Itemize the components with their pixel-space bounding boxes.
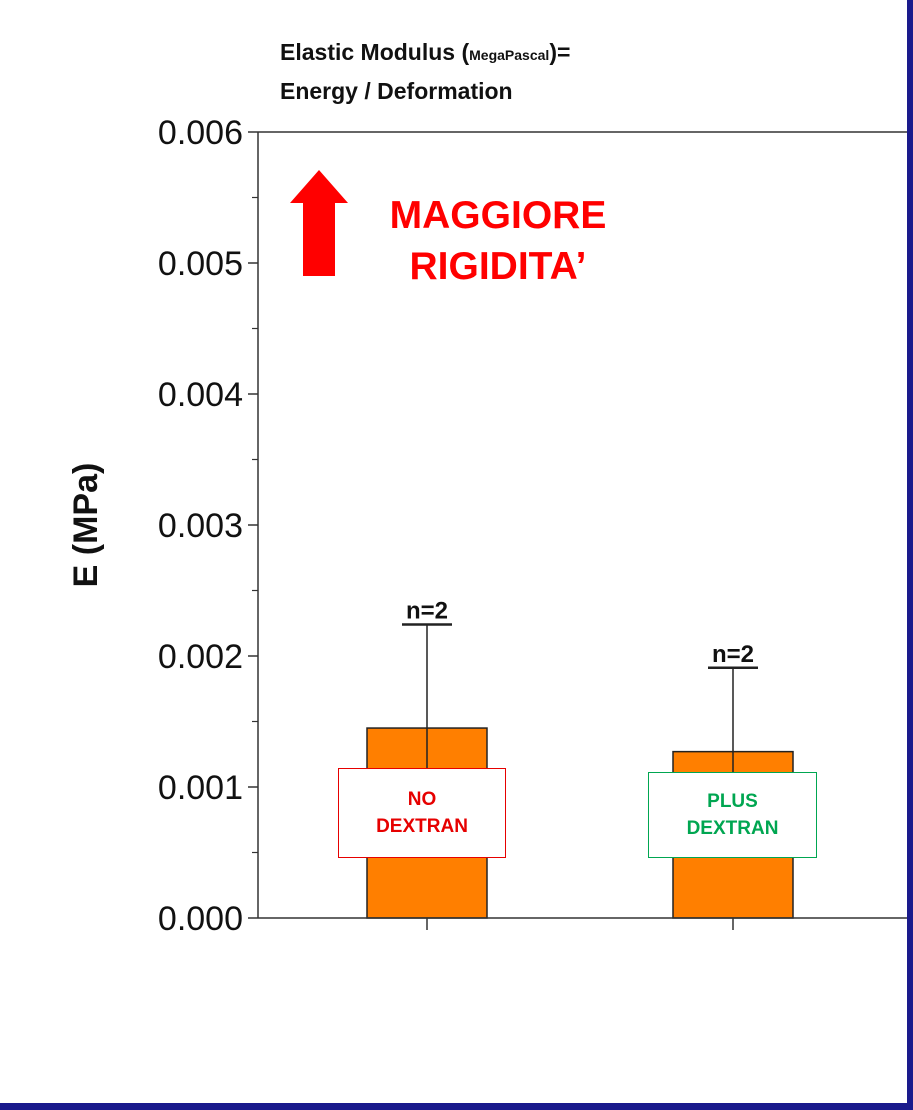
y-tick-label: 0.004 xyxy=(158,376,243,414)
category-label-line: DEXTRAN xyxy=(376,816,468,837)
callout-line2: RIGIDITA’ xyxy=(409,245,587,288)
chart-title: Elastic Modulus (MegaPascal)= Energy / D… xyxy=(280,34,570,109)
callout-text: MAGGIORE RIGIDITA’ xyxy=(382,190,614,292)
title-line1-prefix: Elastic Modulus ( xyxy=(280,39,470,65)
annotation-n-1: n=2 xyxy=(712,641,754,668)
y-tick-label: 0.001 xyxy=(158,769,243,807)
y-tick-label: 0.003 xyxy=(158,507,243,545)
annotation-n-0: n=2 xyxy=(406,598,448,625)
title-unit: MegaPascal xyxy=(469,47,550,63)
category-label-line: PLUS xyxy=(707,791,758,812)
category-label-plus-dextran: PLUS DEXTRAN xyxy=(648,772,817,858)
category-label-line: NO xyxy=(407,789,437,810)
y-tick-label: 0.000 xyxy=(158,900,243,938)
title-line2: Energy / Deformation xyxy=(280,78,513,104)
title-line1-suffix: )= xyxy=(549,39,571,65)
up-arrow-icon xyxy=(290,170,348,276)
category-label-line: DEXTRAN xyxy=(686,818,779,839)
category-label-no-dextran: NO DEXTRAN xyxy=(338,768,506,858)
y-tick-label: 0.005 xyxy=(158,245,243,283)
y-tick-label: 0.002 xyxy=(158,638,243,676)
callout-line1: MAGGIORE xyxy=(389,194,607,237)
y-axis-label: E (MPa) xyxy=(67,463,105,588)
y-tick-label: 0.006 xyxy=(158,114,243,152)
